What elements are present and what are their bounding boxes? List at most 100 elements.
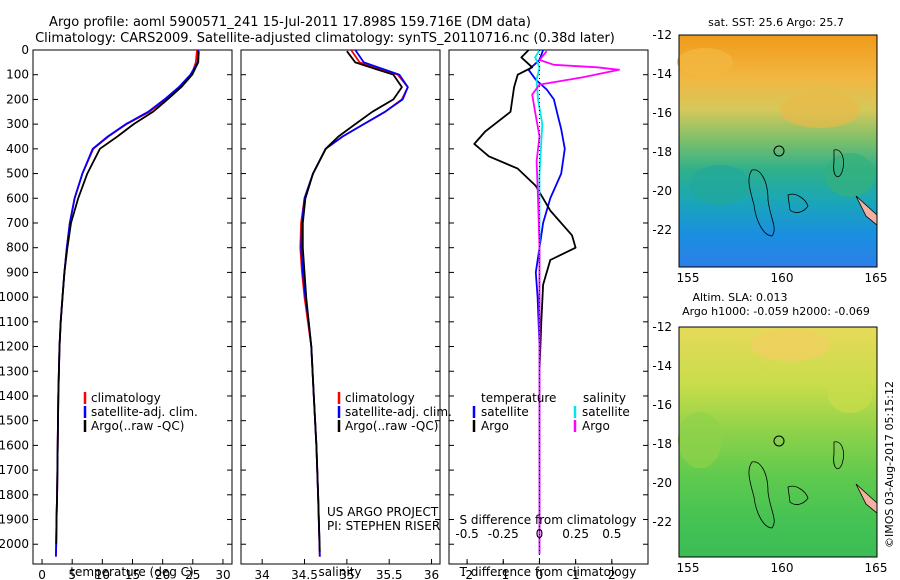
x2-tick-label: -0.25 [488, 527, 519, 541]
x-tick-label: -2 [461, 568, 473, 580]
temperature-legend: climatology satellite-adj. clim. Argo(..… [83, 391, 198, 433]
x-tick-label: 0 [536, 568, 544, 580]
x-tick-label: 35 [339, 568, 354, 580]
axes-ticks: 0 5 10 15 20 25 300100200300400500600700800900… [0, 43, 648, 580]
legend-label-climatology: climatology [91, 391, 161, 405]
y-tick-label: 0 [21, 43, 29, 57]
y-tick-label: 1500 [0, 414, 29, 428]
x-tick-label: 5 [68, 568, 76, 580]
reef-outline [748, 169, 775, 237]
x-tick-label: 15 [125, 568, 140, 580]
difference-legend: temperature salinity satellite Argo sate… [472, 391, 630, 433]
x-tick-label: 2 [608, 568, 616, 580]
legend-label-t-argo: Argo [481, 419, 509, 433]
sst-ytick: -14 [652, 67, 672, 81]
sla-map [678, 326, 878, 558]
sst-patch [690, 165, 750, 205]
sst-xtick: 160 [771, 271, 794, 285]
salinity-legend: climatology satellite-adj. clim. Argo(..… [337, 391, 452, 433]
series-line-argo-raw-qc [301, 50, 403, 552]
argo-float-marker [773, 435, 785, 447]
sst-ytick: -18 [652, 145, 672, 159]
sla-ytick: -14 [652, 359, 672, 373]
diff-xlabel-t: T difference from climatology [459, 565, 637, 579]
legend-label-argo: Argo(..raw -QC) [345, 419, 438, 433]
sla-map-frame [678, 326, 878, 558]
reef-outline [787, 485, 809, 505]
legend-label-t-satellite: satellite [481, 405, 529, 419]
y-tick-label: 2000 [0, 537, 29, 551]
reef-outline [833, 441, 844, 470]
legend-label-s-argo: Argo [582, 419, 610, 433]
salinity-panel-frame [240, 49, 441, 565]
x2-tick-label: 0.5 [602, 527, 621, 541]
x2-tick-label: 0 [536, 527, 544, 541]
legend-label-s-satellite: satellite [582, 405, 630, 419]
temperature-plot [55, 50, 200, 557]
sst-map [677, 34, 878, 268]
sla-xtick: 155 [677, 561, 700, 575]
temperature-xlabel: temperature (deg C) [70, 565, 193, 579]
y-tick-label: 1200 [0, 340, 29, 354]
y-tick-label: 900 [6, 265, 29, 279]
y-tick-label: 1700 [0, 463, 29, 477]
salinity-xlabel: salinity [318, 565, 361, 579]
y-tick-label: 600 [6, 191, 29, 205]
y-tick-label: 700 [6, 216, 29, 230]
x-tick-label: 34 [255, 568, 270, 580]
sla-ytick: -20 [652, 476, 672, 490]
y-tick-label: 1800 [0, 488, 29, 502]
sst-ytick: -22 [652, 223, 672, 237]
sla-ytick: -22 [652, 515, 672, 529]
legend-label-satellite: satellite-adj. clim. [91, 405, 198, 419]
imos-credit: ©IMOS 03-Aug-2017 05:15:12 [883, 381, 896, 548]
y-tick-label: 1100 [0, 315, 29, 329]
header-line1: Argo profile: aoml 5900571_241 15-Jul-20… [49, 15, 531, 30]
sla-patch [828, 377, 872, 413]
project-annotation: US ARGO PROJECT [327, 505, 439, 519]
sla-ytick: -18 [652, 437, 672, 451]
x-tick-label: 0 [38, 568, 46, 580]
x-tick-label: 36 [424, 568, 439, 580]
diff-xlabel-s: S difference from climatology [460, 513, 637, 527]
sst-ytick: -16 [652, 106, 672, 120]
sla-xtick: 160 [771, 561, 794, 575]
sla-patch [678, 412, 722, 468]
argo-float-marker [773, 145, 785, 157]
sla-map-title1: Altim. SLA: 0.013 [692, 291, 787, 304]
sst-xtick: 155 [677, 271, 700, 285]
legend-label-satellite: satellite-adj. clim. [345, 405, 452, 419]
sst-xtick: 165 [865, 271, 888, 285]
x2-tick-label: 0.25 [562, 527, 589, 541]
x-tick-label: 34.5 [291, 568, 318, 580]
x-tick-label: 1 [572, 568, 580, 580]
sla-xtick: 165 [865, 561, 888, 575]
x-tick-label: 10 [95, 568, 110, 580]
x-tick-label: 30 [215, 568, 230, 580]
sst-patch [825, 153, 875, 197]
temperature-panel-frame [32, 49, 233, 565]
sla-ytick: -16 [652, 398, 672, 412]
y-tick-label: 100 [6, 68, 29, 82]
y-tick-label: 400 [6, 142, 29, 156]
sst-map-title: sat. SST: 25.6 Argo: 25.7 [708, 16, 844, 29]
sst-ytick: -12 [652, 28, 672, 42]
sla-patch [750, 329, 830, 361]
header-line2: Climatology: CARS2009. Satellite-adjuste… [35, 31, 615, 46]
salinity-plot [299, 50, 409, 557]
legend-header-temperature: temperature [481, 391, 556, 405]
x-tick-label: -1 [497, 568, 509, 580]
series-line-argo-raw-qc [55, 51, 200, 545]
y-tick-label: 1000 [0, 290, 29, 304]
sst-map-frame [678, 34, 878, 268]
x-tick-label: 25 [185, 568, 200, 580]
sst-patch [780, 92, 860, 128]
y-tick-label: 200 [6, 92, 29, 106]
sst-ytick: -20 [652, 184, 672, 198]
x2-tick-label: -0.5 [455, 527, 478, 541]
y-tick-label: 1300 [0, 364, 29, 378]
reef-outline [748, 461, 775, 529]
sla-ytick: -12 [652, 320, 672, 334]
legend-header-salinity: salinity [583, 391, 626, 405]
